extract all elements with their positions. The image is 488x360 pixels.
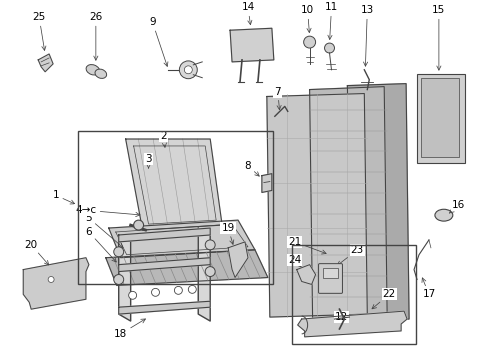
Ellipse shape [86, 64, 100, 75]
Polygon shape [119, 301, 210, 314]
Polygon shape [346, 84, 408, 321]
Text: 23: 23 [337, 245, 363, 265]
Text: 25: 25 [33, 12, 46, 50]
Text: 14: 14 [241, 3, 254, 24]
FancyBboxPatch shape [318, 264, 342, 293]
Polygon shape [296, 265, 315, 284]
Text: 5: 5 [85, 213, 122, 247]
Polygon shape [38, 54, 53, 72]
Circle shape [179, 61, 197, 79]
Polygon shape [125, 139, 222, 230]
Polygon shape [119, 258, 210, 271]
Bar [78, 131, 272, 284]
Circle shape [324, 43, 334, 53]
Circle shape [128, 291, 136, 299]
Circle shape [151, 288, 159, 296]
Polygon shape [119, 228, 210, 242]
Text: 20: 20 [24, 240, 49, 265]
Circle shape [205, 240, 215, 250]
Text: 6: 6 [85, 227, 116, 262]
Circle shape [114, 247, 123, 257]
Circle shape [303, 36, 315, 48]
Text: 26: 26 [89, 12, 102, 60]
Bar [291, 245, 415, 344]
Text: 22: 22 [371, 289, 395, 309]
Polygon shape [266, 94, 366, 317]
Circle shape [48, 276, 54, 283]
Text: 19: 19 [221, 223, 234, 244]
Text: 12: 12 [334, 312, 347, 322]
Polygon shape [23, 258, 89, 309]
Text: 17: 17 [421, 278, 435, 299]
Polygon shape [230, 28, 273, 62]
Text: 18: 18 [114, 319, 145, 339]
Circle shape [184, 66, 192, 74]
Circle shape [174, 287, 182, 294]
Bar [322, 267, 338, 278]
Polygon shape [119, 235, 130, 321]
Polygon shape [198, 228, 210, 321]
Polygon shape [227, 242, 247, 278]
Text: 11: 11 [324, 3, 337, 40]
Text: 7: 7 [274, 86, 281, 110]
Circle shape [205, 267, 215, 276]
Circle shape [133, 220, 143, 230]
Circle shape [188, 285, 196, 293]
Circle shape [114, 275, 123, 284]
Text: 16: 16 [448, 200, 465, 213]
Polygon shape [105, 250, 267, 285]
Text: 9: 9 [149, 17, 167, 66]
Ellipse shape [434, 209, 452, 221]
Text: 21: 21 [287, 237, 325, 254]
Text: 13: 13 [360, 5, 373, 66]
Text: 3: 3 [145, 154, 152, 168]
Bar [420, 78, 458, 157]
Polygon shape [309, 87, 386, 320]
Ellipse shape [95, 69, 106, 78]
Text: 24: 24 [287, 255, 301, 267]
Polygon shape [262, 174, 271, 193]
Text: 15: 15 [431, 5, 445, 70]
Text: 10: 10 [301, 5, 314, 32]
Bar [416, 74, 464, 163]
Text: 4→c: 4→c [75, 205, 140, 217]
Polygon shape [297, 311, 406, 337]
Text: 2: 2 [160, 131, 166, 147]
Text: 1: 1 [53, 190, 75, 204]
Polygon shape [108, 220, 254, 258]
Text: 8: 8 [244, 161, 259, 176]
